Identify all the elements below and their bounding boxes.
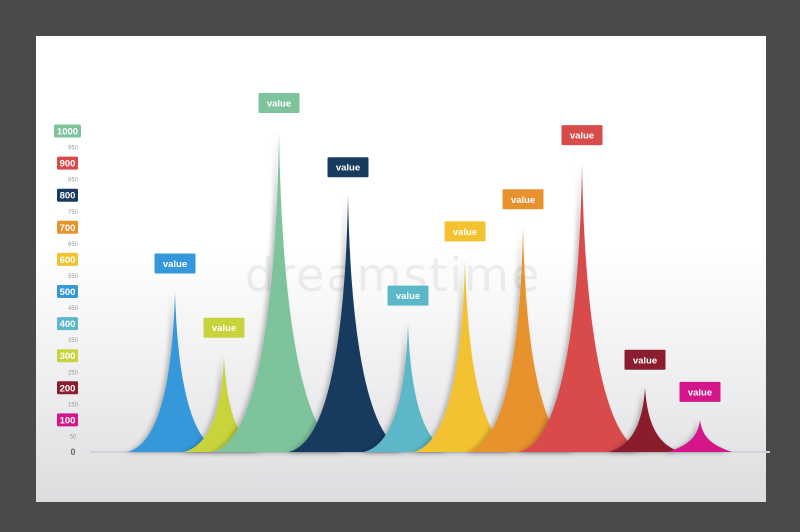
y-tick-badge (57, 252, 78, 266)
peak-series-4 (288, 195, 408, 452)
peak-series-9 (609, 387, 681, 452)
y-tick-minor-label: 50 (70, 434, 77, 440)
y-tick-major: 1000 (54, 124, 81, 138)
y-tick-major: 600 (57, 252, 78, 266)
value-label-text: value (267, 99, 291, 110)
y-tick-major: 900 (57, 156, 78, 170)
y-tick-minor-label: 450 (68, 306, 79, 312)
peak-value-label: value (154, 253, 196, 274)
peak-series-8 (518, 163, 646, 452)
y-tick-badge (57, 220, 78, 234)
peak-value-label: value (502, 189, 544, 210)
peak-value-label: value (327, 157, 369, 178)
value-label-box (444, 221, 486, 242)
peak-value-label: value (203, 317, 245, 338)
value-label-box (258, 93, 300, 113)
y-tick-label: 600 (60, 255, 76, 266)
y-tick-label: 700 (60, 223, 76, 234)
value-label-text: value (633, 355, 657, 366)
value-label-text: value (336, 163, 360, 174)
value-label-box (502, 189, 544, 210)
value-label-text: value (396, 291, 420, 302)
peak-series-1 (127, 291, 223, 452)
y-tick-badge (57, 413, 78, 427)
y-tick-label: 900 (60, 159, 76, 170)
y-tick-major: 100 (57, 413, 78, 427)
y-tick-badge (54, 124, 81, 138)
y-tick-badge (57, 349, 78, 363)
y-tick-label: 500 (60, 287, 76, 298)
y-tick-minor-label: 650 (68, 242, 79, 248)
y-tick-minor-label: 850 (68, 178, 79, 184)
y-tick-major: 800 (57, 188, 78, 202)
y-tick-badge (57, 381, 78, 395)
peak-value-label: value (387, 285, 429, 306)
y-tick-badge (57, 317, 78, 331)
y-tick-badge (57, 156, 78, 170)
peak-series-7 (467, 227, 579, 452)
peak-series-2 (184, 355, 264, 452)
value-label-text: value (688, 387, 712, 398)
y-tick-major: 200 (57, 381, 78, 395)
value-label-text: value (212, 323, 236, 334)
value-label-text: value (453, 227, 477, 238)
peak-series-5 (364, 323, 452, 452)
peak-series-6 (413, 259, 517, 452)
value-label-box (154, 253, 196, 274)
value-label-box (679, 381, 721, 402)
y-tick-minor-label: 350 (68, 338, 79, 344)
y-tick-label: 400 (60, 319, 76, 330)
value-label-text: value (511, 195, 535, 206)
y-tick-minor-label: 150 (68, 402, 79, 408)
y-tick-label: 800 (60, 191, 76, 202)
y-tick-minor-label: 250 (68, 370, 79, 376)
y-tick-minor-label: 750 (68, 210, 79, 216)
y-zero-label: 0 (70, 447, 75, 457)
value-label-box (327, 157, 369, 178)
y-tick-label: 1000 (57, 127, 78, 138)
y-tick-major: 400 (57, 317, 78, 331)
peak-series-3 (211, 131, 347, 452)
y-tick-major: 500 (57, 285, 78, 298)
y-tick-minor-label: 950 (68, 146, 79, 152)
peak-series-10 (668, 419, 732, 452)
y-tick-badge (57, 188, 78, 202)
peak-value-label: value (561, 125, 603, 146)
value-label-box (561, 125, 603, 146)
peak-value-label: value (624, 349, 666, 370)
value-label-box (624, 349, 666, 370)
value-label-text: value (163, 259, 187, 270)
value-label-text: value (570, 131, 594, 142)
peak-value-label: value (444, 221, 486, 242)
value-label-box (387, 285, 429, 306)
y-tick-major: 700 (57, 220, 78, 234)
y-tick-badge (57, 285, 78, 298)
y-tick-label: 100 (60, 415, 76, 426)
y-tick-major: 300 (57, 349, 78, 363)
y-tick-label: 300 (60, 351, 76, 362)
y-tick-label: 200 (60, 383, 76, 394)
peak-value-label: value (258, 93, 300, 113)
value-label-box (203, 317, 245, 338)
peak-value-label: value (679, 381, 721, 402)
y-tick-minor-label: 550 (68, 274, 79, 280)
